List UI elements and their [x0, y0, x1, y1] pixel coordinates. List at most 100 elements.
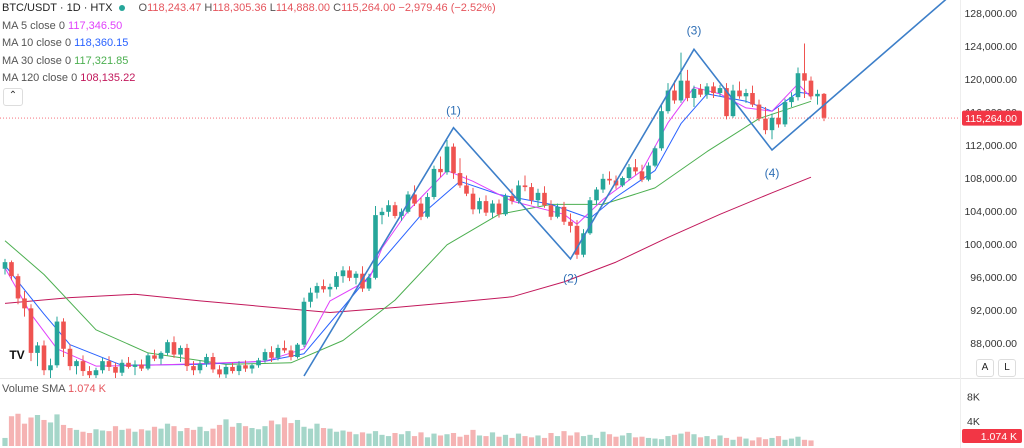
candles — [2, 43, 827, 378]
candle — [561, 201, 567, 226]
ohlc-values: O118,243.47 H118,305.36 L114,888.00 C115… — [139, 2, 496, 14]
volume-bar — [164, 423, 171, 446]
close-key: C — [333, 2, 342, 14]
candle-body — [639, 171, 645, 180]
candle-body — [314, 286, 320, 293]
candle — [282, 340, 287, 353]
candle-body — [730, 90, 736, 117]
candle-body — [717, 88, 723, 94]
volume-legend[interactable]: Volume SMA 1.074 K — [2, 383, 106, 395]
candle-body — [256, 360, 261, 366]
volume-tick-label: 8K — [967, 391, 980, 403]
indicator-ma30[interactable]: MA 30 close 0 117,321.85 — [2, 53, 496, 71]
candle-body — [698, 88, 703, 95]
volume-bar — [366, 433, 372, 446]
low-key: L — [269, 2, 276, 14]
candle-body — [191, 366, 196, 371]
candle — [288, 345, 294, 361]
candle-body — [756, 104, 762, 119]
volume-bar — [119, 429, 125, 446]
indicator-ma5[interactable]: MA 5 close 0 117,346.50 — [2, 18, 496, 36]
candle — [54, 316, 60, 368]
candle — [633, 159, 638, 175]
auto-scale-button[interactable]: A — [976, 359, 994, 377]
volume-bar — [249, 428, 255, 446]
volume-bar — [288, 423, 294, 446]
volume-bar — [652, 438, 658, 446]
volume-bar — [73, 429, 80, 446]
candle-body — [230, 366, 235, 372]
volume-bar — [509, 437, 515, 446]
candle — [301, 297, 307, 348]
volume-bar — [171, 426, 177, 446]
candle — [685, 69, 690, 102]
candle-body — [321, 286, 326, 290]
volume-bar — [600, 431, 606, 446]
candle-body — [438, 168, 443, 173]
candle — [308, 287, 313, 308]
candle-body — [724, 88, 729, 117]
current-price-label: 115,264.00 — [965, 113, 1017, 125]
indicator-ma10[interactable]: MA 10 close 0 118,360.15 — [2, 35, 496, 53]
volume-bar — [34, 415, 41, 446]
candle-body — [607, 178, 612, 181]
candle-body — [516, 185, 521, 202]
tradingview-logo[interactable]: TV — [6, 345, 28, 365]
candle-body — [327, 286, 333, 290]
candle — [41, 340, 47, 376]
candle-body — [288, 350, 294, 358]
volume-bar — [216, 424, 223, 446]
symbol-title[interactable]: BTC/USDT · 1D · HTX — [2, 2, 113, 14]
volume-bar — [489, 432, 496, 446]
candle-body — [496, 203, 502, 215]
log-scale-button[interactable]: L — [998, 359, 1016, 377]
candle — [535, 188, 541, 207]
candle — [119, 359, 125, 376]
indicator-value: 117,346.50 — [68, 19, 123, 32]
candle-body — [691, 88, 697, 98]
chevron-up-icon[interactable]: ⌃ — [3, 88, 23, 106]
candle — [782, 98, 788, 127]
volume-bar — [801, 439, 808, 446]
candle-body — [678, 80, 684, 101]
candle-body — [568, 221, 573, 226]
indicator-ma120[interactable]: MA 120 close 0 108,135.22 — [2, 70, 496, 88]
candle-body — [347, 270, 352, 278]
volume-bar — [379, 434, 385, 446]
volume-bar — [372, 431, 379, 446]
candle — [67, 344, 73, 371]
volume-bar — [184, 428, 190, 446]
candle — [353, 271, 359, 285]
volume-bar — [684, 431, 691, 446]
candle — [171, 336, 177, 358]
volume-bar — [606, 434, 613, 446]
candle — [197, 360, 203, 374]
volume-bar — [567, 435, 574, 446]
candle-body — [249, 365, 255, 369]
volume-bar — [762, 439, 769, 446]
candle-body — [633, 167, 638, 172]
candle — [704, 83, 710, 99]
candle-body — [522, 185, 528, 188]
candle — [808, 76, 814, 100]
price-tick-label: 100,000.00 — [964, 239, 1017, 251]
volume-bar — [106, 431, 112, 446]
candle-body — [301, 301, 307, 345]
candle-body — [165, 342, 170, 353]
wave-label: (1) — [446, 103, 461, 117]
candle — [93, 367, 99, 378]
candle — [74, 359, 79, 375]
candle — [496, 199, 502, 218]
candle-body — [223, 366, 229, 375]
candle-body — [236, 365, 242, 372]
candle-body — [646, 165, 651, 180]
candle-body — [171, 342, 177, 355]
volume-bar — [54, 414, 60, 446]
volume-current-tag — [962, 429, 1022, 443]
candle — [451, 143, 456, 179]
candle — [334, 272, 339, 290]
candle-body — [795, 73, 801, 98]
volume-bar — [255, 429, 262, 446]
candle-body — [48, 365, 53, 371]
